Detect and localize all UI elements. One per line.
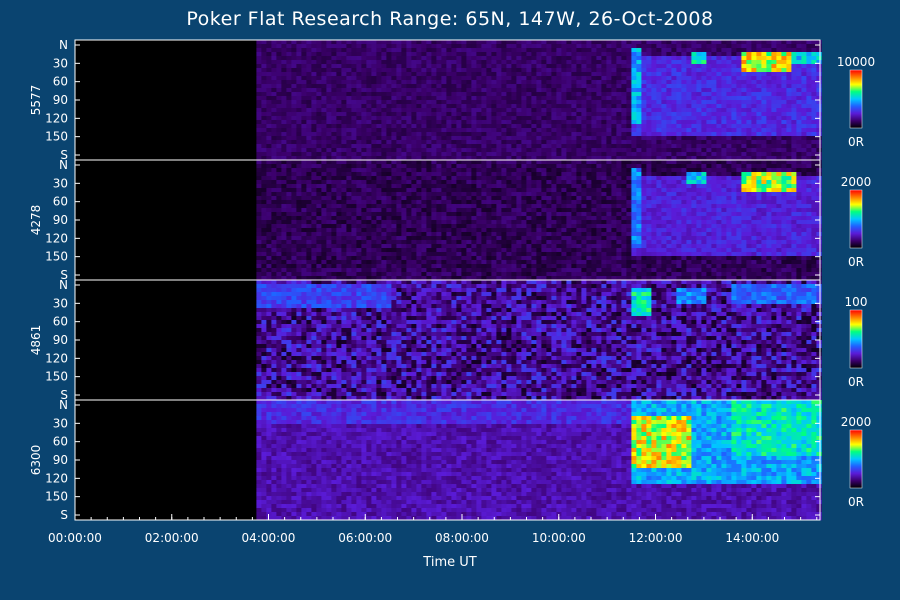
y-tick-label: 30: [53, 56, 68, 70]
y-tick-label: 60: [53, 435, 68, 449]
panel-wavelength-label: 4861: [29, 325, 43, 356]
colorbar: [849, 429, 863, 489]
x-tick-label: 08:00:00: [435, 531, 489, 545]
heatmap-cells: [256, 400, 822, 521]
x-tick-label: 14:00:00: [725, 531, 779, 545]
y-tick-label: S: [60, 148, 68, 162]
panel-6300: N 30 60 90 120 150 S 6300 2000 0R: [29, 398, 871, 522]
panel-5577: N 30 60 90 120 150 S 5577 10000 0R: [29, 38, 875, 162]
colorbar-max-label: 2000: [841, 415, 872, 429]
x-tick-label: 04:00:00: [242, 531, 296, 545]
y-tick-label: 90: [53, 453, 68, 467]
x-tick-label: 12:00:00: [629, 531, 683, 545]
x-axis-label: Time UT: [423, 555, 477, 570]
x-tick-label: 00:00:00: [48, 531, 102, 545]
colorbar-max-label: 2000: [841, 175, 872, 189]
y-tick-label: 120: [45, 471, 68, 485]
y-tick-label: 30: [53, 296, 68, 310]
y-tick-label: 30: [53, 176, 68, 190]
y-tick-label: 60: [53, 315, 68, 329]
y-tick-label: 60: [53, 75, 68, 89]
y-tick-label: 30: [53, 416, 68, 430]
colorbar-min-label: 0R: [848, 255, 864, 269]
y-tick-label: S: [60, 508, 68, 522]
chart-title: Poker Flat Research Range: 65N, 147W, 26…: [186, 8, 714, 30]
colorbar: [849, 69, 863, 129]
y-tick-label: 60: [53, 195, 68, 209]
y-tick-label: 150: [45, 370, 68, 384]
panel-4278: N 30 60 90 120 150 S 4278 2000 0R: [29, 158, 871, 282]
colorbar: [849, 309, 863, 369]
y-tick-label: 120: [45, 231, 68, 245]
heatmap-cells: [256, 280, 822, 401]
y-tick-label: N: [59, 398, 68, 412]
x-tick-label: 10:00:00: [532, 531, 586, 545]
y-tick-label: 150: [45, 250, 68, 264]
colorbar: [849, 189, 863, 249]
x-tick-label: 06:00:00: [338, 531, 392, 545]
colorbar-min-label: 0R: [848, 375, 864, 389]
y-tick-label: N: [59, 158, 68, 172]
y-tick-label: 120: [45, 111, 68, 125]
y-tick-label: 90: [53, 213, 68, 227]
y-tick-label: 90: [53, 93, 68, 107]
y-tick-label: 150: [45, 130, 68, 144]
colorbar-max-label: 10000: [837, 55, 875, 69]
y-tick-label: N: [59, 278, 68, 292]
heatmap-cells: [256, 40, 822, 161]
panel-wavelength-label: 4278: [29, 205, 43, 236]
colorbar-max-label: 100: [845, 295, 868, 309]
heatmap-cells: [256, 160, 822, 281]
y-tick-label: 90: [53, 333, 68, 347]
y-tick-label: 150: [45, 490, 68, 504]
y-tick-label: S: [60, 388, 68, 402]
y-tick-label: 120: [45, 351, 68, 365]
panel-4861: N 30 60 90 120 150 S 4861 100 0R: [29, 278, 867, 402]
colorbar-min-label: 0R: [848, 495, 864, 509]
panel-wavelength-label: 6300: [29, 445, 43, 476]
y-tick-label: S: [60, 268, 68, 282]
x-tick-label: 02:00:00: [145, 531, 199, 545]
y-tick-label: N: [59, 38, 68, 52]
colorbar-min-label: 0R: [848, 135, 864, 149]
panel-wavelength-label: 5577: [29, 85, 43, 116]
